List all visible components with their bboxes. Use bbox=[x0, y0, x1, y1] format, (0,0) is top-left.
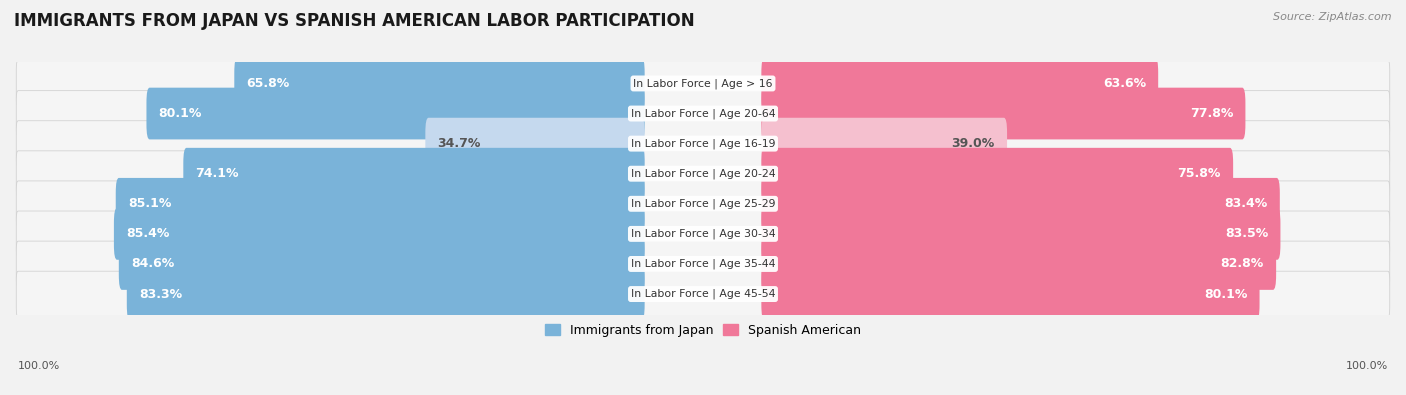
FancyBboxPatch shape bbox=[762, 58, 1159, 109]
Text: 80.1%: 80.1% bbox=[1204, 288, 1247, 301]
FancyBboxPatch shape bbox=[426, 118, 644, 169]
FancyBboxPatch shape bbox=[762, 178, 1279, 229]
Text: 65.8%: 65.8% bbox=[246, 77, 290, 90]
FancyBboxPatch shape bbox=[17, 241, 1389, 287]
FancyBboxPatch shape bbox=[17, 211, 1389, 257]
Text: 80.1%: 80.1% bbox=[159, 107, 202, 120]
FancyBboxPatch shape bbox=[120, 238, 644, 290]
Text: In Labor Force | Age 35-44: In Labor Force | Age 35-44 bbox=[631, 259, 775, 269]
FancyBboxPatch shape bbox=[762, 238, 1277, 290]
FancyBboxPatch shape bbox=[762, 118, 1007, 169]
Text: In Labor Force | Age 20-24: In Labor Force | Age 20-24 bbox=[631, 168, 775, 179]
Text: In Labor Force | Age 25-29: In Labor Force | Age 25-29 bbox=[631, 199, 775, 209]
Text: 85.1%: 85.1% bbox=[128, 197, 172, 210]
Text: In Labor Force | Age > 16: In Labor Force | Age > 16 bbox=[633, 78, 773, 89]
FancyBboxPatch shape bbox=[146, 88, 644, 139]
FancyBboxPatch shape bbox=[17, 121, 1389, 167]
FancyBboxPatch shape bbox=[183, 148, 644, 199]
FancyBboxPatch shape bbox=[17, 60, 1389, 106]
FancyBboxPatch shape bbox=[17, 181, 1389, 227]
Text: 63.6%: 63.6% bbox=[1102, 77, 1146, 90]
Text: 84.6%: 84.6% bbox=[131, 258, 174, 271]
FancyBboxPatch shape bbox=[762, 208, 1281, 260]
FancyBboxPatch shape bbox=[127, 268, 644, 320]
Legend: Immigrants from Japan, Spanish American: Immigrants from Japan, Spanish American bbox=[540, 319, 866, 342]
Text: 85.4%: 85.4% bbox=[127, 228, 170, 241]
Text: 82.8%: 82.8% bbox=[1220, 258, 1264, 271]
FancyBboxPatch shape bbox=[115, 178, 644, 229]
Text: IMMIGRANTS FROM JAPAN VS SPANISH AMERICAN LABOR PARTICIPATION: IMMIGRANTS FROM JAPAN VS SPANISH AMERICA… bbox=[14, 12, 695, 30]
Text: 100.0%: 100.0% bbox=[1346, 361, 1388, 371]
Text: 34.7%: 34.7% bbox=[437, 137, 481, 150]
Text: In Labor Force | Age 45-54: In Labor Force | Age 45-54 bbox=[631, 289, 775, 299]
Text: 100.0%: 100.0% bbox=[18, 361, 60, 371]
FancyBboxPatch shape bbox=[17, 151, 1389, 197]
Text: In Labor Force | Age 30-34: In Labor Force | Age 30-34 bbox=[631, 229, 775, 239]
FancyBboxPatch shape bbox=[17, 271, 1389, 317]
Text: In Labor Force | Age 20-64: In Labor Force | Age 20-64 bbox=[631, 108, 775, 119]
Text: 83.4%: 83.4% bbox=[1225, 197, 1268, 210]
Text: In Labor Force | Age 16-19: In Labor Force | Age 16-19 bbox=[631, 138, 775, 149]
Text: 74.1%: 74.1% bbox=[195, 167, 239, 180]
FancyBboxPatch shape bbox=[762, 88, 1246, 139]
FancyBboxPatch shape bbox=[762, 268, 1260, 320]
FancyBboxPatch shape bbox=[235, 58, 644, 109]
Text: 39.0%: 39.0% bbox=[952, 137, 995, 150]
Text: 77.8%: 77.8% bbox=[1189, 107, 1233, 120]
FancyBboxPatch shape bbox=[762, 148, 1233, 199]
Text: 83.3%: 83.3% bbox=[139, 288, 183, 301]
Text: 83.5%: 83.5% bbox=[1225, 228, 1268, 241]
FancyBboxPatch shape bbox=[17, 91, 1389, 136]
Text: Source: ZipAtlas.com: Source: ZipAtlas.com bbox=[1274, 12, 1392, 22]
Text: 75.8%: 75.8% bbox=[1177, 167, 1220, 180]
FancyBboxPatch shape bbox=[114, 208, 644, 260]
